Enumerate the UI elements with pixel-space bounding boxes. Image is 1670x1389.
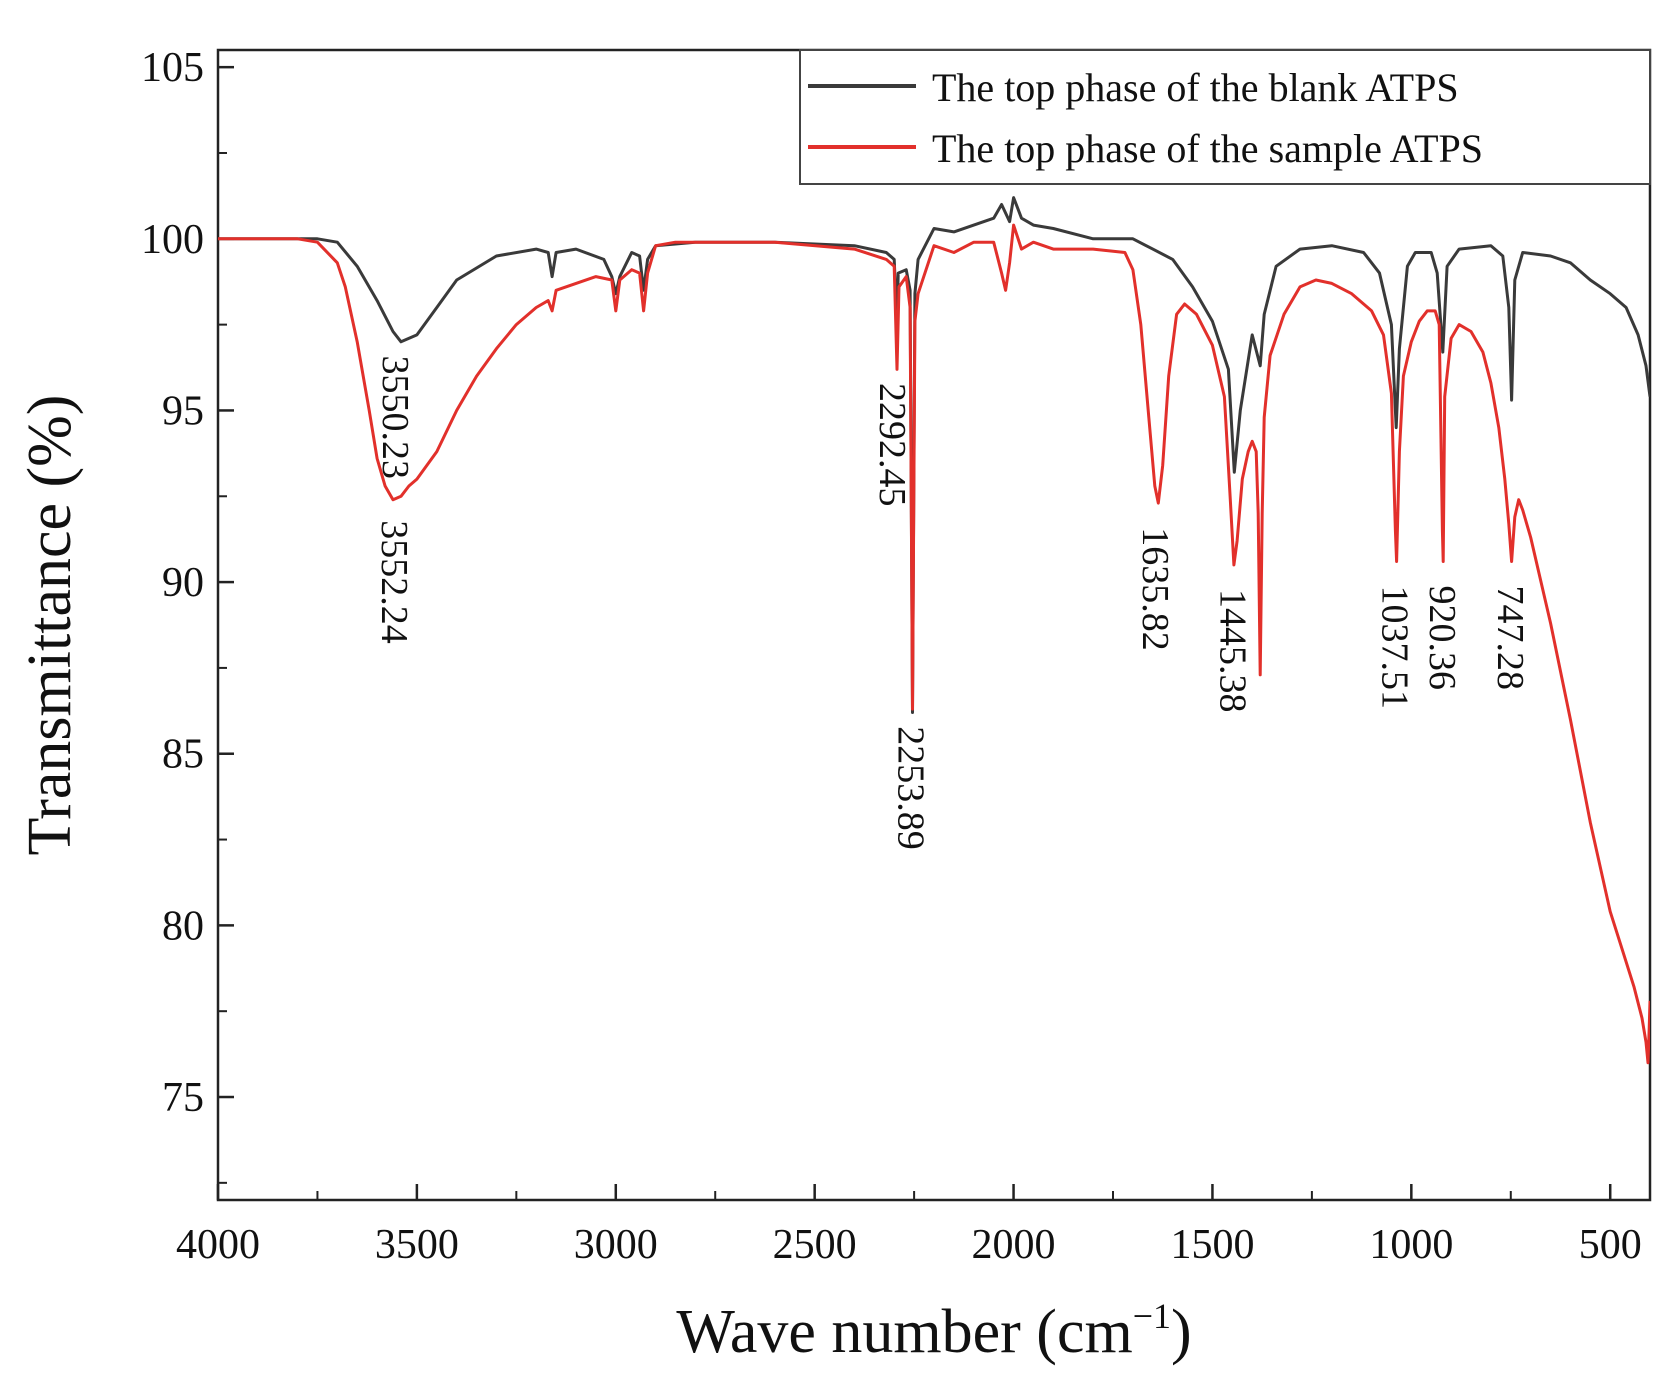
- y-tick-label: 75: [162, 1075, 204, 1121]
- x-axis-ticks: 4000 3500 3000 2500 2000 1500 1000 500: [176, 1184, 1642, 1268]
- peak-label: 2292.45: [871, 383, 913, 507]
- y-axis-ticks: 75 80 85 90 95 100 105: [141, 45, 234, 1184]
- x-tick-label: 2500: [773, 1222, 857, 1268]
- x-tick-label: 4000: [176, 1222, 260, 1268]
- series-line-0: [218, 196, 1650, 714]
- y-tick-label: 80: [162, 903, 204, 949]
- y-tick-label: 100: [141, 217, 204, 263]
- legend-label-sample: The top phase of the sample ATPS: [932, 126, 1483, 171]
- y-tick-label: 95: [162, 388, 204, 434]
- peak-label: 2253.89: [890, 726, 932, 850]
- peak-label: 920.36: [1421, 586, 1463, 691]
- series-line-1: [218, 223, 1650, 1065]
- peak-label: 3552.24: [373, 520, 415, 644]
- peak-annotations: 3550.23 3552.24 2292.45 2253.89 1635.82 1445.…: [373, 356, 1531, 850]
- y-tick-label: 90: [162, 560, 204, 606]
- y-tick-label: 105: [141, 45, 204, 91]
- x-axis-title-close: ): [1171, 1298, 1192, 1366]
- x-axis-title-sup: −1: [1133, 1296, 1171, 1336]
- x-tick-label: 3500: [375, 1222, 459, 1268]
- peak-label: 1445.38: [1211, 589, 1253, 713]
- y-tick-label: 85: [162, 732, 204, 778]
- series-layer: [218, 196, 1650, 1065]
- x-tick-label: 500: [1579, 1222, 1642, 1268]
- x-axis-title-main: Wave number (cm: [676, 1298, 1132, 1366]
- legend-box: [799, 49, 1651, 185]
- peak-label: 1635.82: [1134, 527, 1176, 651]
- legend-label-blank: The top phase of the blank ATPS: [932, 65, 1459, 110]
- legend: The top phase of the blank ATPS The top …: [799, 49, 1651, 185]
- peak-label: 3550.23: [374, 356, 416, 480]
- x-tick-label: 2000: [972, 1222, 1056, 1268]
- x-axis-title: Wave number (cm−1): [676, 1296, 1191, 1366]
- peak-label: 747.28: [1489, 586, 1531, 691]
- x-tick-label: 1000: [1369, 1222, 1453, 1268]
- x-tick-label: 3000: [574, 1222, 658, 1268]
- peak-label: 1037.51: [1374, 586, 1416, 710]
- y-axis-title: Transmittance (%): [16, 395, 84, 856]
- x-tick-label: 1500: [1170, 1222, 1254, 1268]
